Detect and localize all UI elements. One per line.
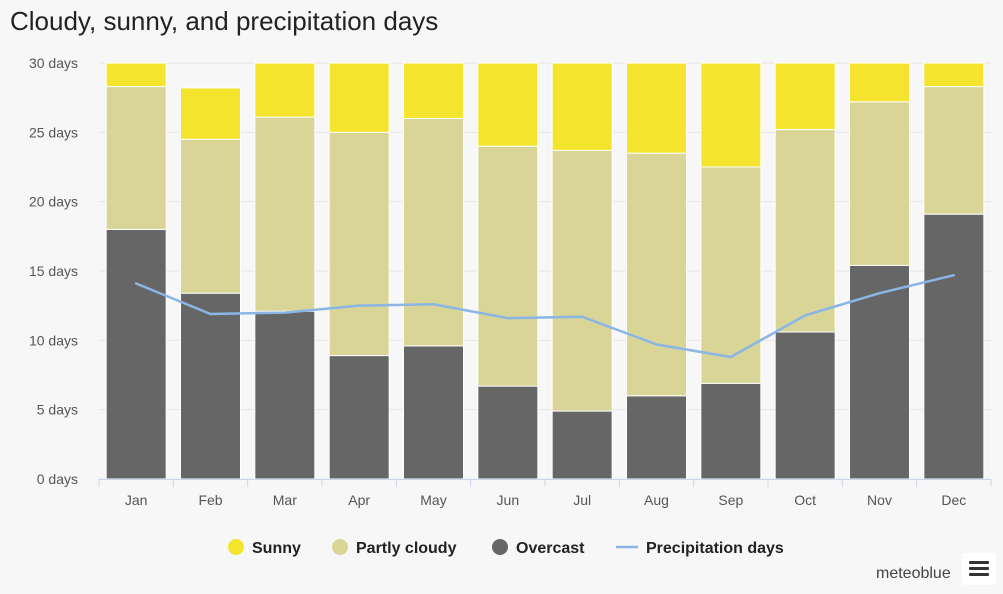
- x-tick-label: Sep: [718, 492, 743, 508]
- menu-icon-bar: [969, 573, 989, 576]
- x-tick-label: Jul: [573, 492, 591, 508]
- bar-partly-cloudy-oct: [774, 129, 836, 333]
- x-axis: [98, 479, 992, 487]
- legend-label: Precipitation days: [646, 540, 784, 557]
- x-tick-label: Oct: [794, 492, 816, 508]
- bar-partly-cloudy-apr: [328, 131, 390, 357]
- bar-overcast-sep: [700, 382, 762, 480]
- bar-overcast-mar: [254, 310, 316, 480]
- bar-overcast-jun: [477, 385, 539, 480]
- bar-sunny-jul: [551, 62, 613, 151]
- bar-partly-cloudy-mar: [254, 116, 316, 312]
- menu-icon-bar: [969, 567, 989, 570]
- bar-overcast-jan: [105, 228, 167, 480]
- y-tick-label: 0 days: [37, 471, 78, 487]
- bar-sunny-oct: [774, 62, 836, 131]
- legend-marker-icon: [492, 539, 508, 555]
- legend-item[interactable]: Sunny: [228, 539, 301, 557]
- bar-overcast-nov: [849, 264, 910, 480]
- chart-menu-button[interactable]: [962, 553, 996, 585]
- bar-sunny-nov: [849, 62, 910, 103]
- y-axis-ticks: 0 days 5 days 10 days 15 days 20 days 25 days…: [29, 55, 78, 487]
- y-tick-label: 10 days: [29, 332, 78, 348]
- bar-sunny-may: [403, 62, 464, 119]
- bar-sunny-jun: [477, 62, 539, 147]
- bar-overcast-jul: [551, 410, 613, 480]
- chart-title: Cloudy, sunny, and precipitation days: [10, 6, 439, 36]
- bar-sunny-apr: [328, 62, 390, 133]
- x-tick-label: Nov: [867, 492, 892, 508]
- x-tick-label: Apr: [348, 492, 370, 508]
- menu-icon-bar: [969, 561, 989, 564]
- bar-overcast-aug: [626, 395, 687, 480]
- x-axis-ticks: Jan Feb Mar Apr May Jun Jul Aug Sep Oct Nov Dec: [125, 492, 966, 508]
- bar-overcast-dec: [923, 213, 985, 480]
- x-tick-label: Feb: [198, 492, 222, 508]
- y-tick-label: 5 days: [37, 402, 78, 418]
- legend: Sunny Partly cloudy Overcast Precipitation …: [228, 539, 784, 557]
- x-tick-label: May: [420, 492, 446, 508]
- legend-label: Overcast: [516, 540, 585, 557]
- bar-partly-cloudy-jan: [105, 86, 167, 230]
- x-tick-label: Jan: [125, 492, 148, 508]
- bar-overcast-apr: [328, 355, 390, 480]
- precipitation-days-line: [134, 273, 956, 359]
- x-tick-label: Dec: [941, 492, 966, 508]
- x-tick-label: Aug: [644, 492, 669, 508]
- bar-partly-cloudy-aug: [626, 152, 687, 397]
- y-tick-label: 15 days: [29, 263, 78, 279]
- bar-sunny-feb: [180, 87, 241, 140]
- bar-sunny-dec: [923, 62, 985, 88]
- bar-partly-cloudy-feb: [180, 138, 241, 294]
- y-tick-label: 20 days: [29, 194, 78, 210]
- legend-marker-icon: [332, 539, 348, 555]
- credit-label[interactable]: meteoblue: [876, 565, 951, 582]
- bar-partly-cloudy-may: [403, 117, 464, 347]
- bar-partly-cloudy-jul: [551, 149, 613, 412]
- bar-sunny-mar: [254, 62, 316, 118]
- bars: [105, 62, 985, 480]
- y-tick-label: 30 days: [29, 55, 78, 71]
- legend-item[interactable]: Partly cloudy: [332, 539, 457, 557]
- bar-partly-cloudy-jun: [477, 145, 539, 387]
- bar-overcast-oct: [774, 331, 836, 480]
- legend-label: Partly cloudy: [356, 540, 457, 557]
- bar-partly-cloudy-sep: [700, 166, 762, 384]
- bar-partly-cloudy-dec: [923, 86, 985, 215]
- bar-overcast-feb: [180, 292, 241, 480]
- precipitation-line-layer: [134, 273, 956, 359]
- x-tick-label: Jun: [497, 492, 520, 508]
- x-tick-label: Mar: [273, 492, 297, 508]
- legend-label: Sunny: [252, 540, 301, 557]
- bar-sunny-jan: [105, 62, 167, 88]
- legend-marker-icon: [228, 539, 244, 555]
- y-tick-label: 25 days: [29, 124, 78, 140]
- legend-item[interactable]: Precipitation days: [616, 540, 784, 557]
- legend-item[interactable]: Overcast: [492, 539, 585, 557]
- bar-sunny-aug: [626, 62, 687, 154]
- bar-overcast-may: [403, 345, 464, 480]
- bar-sunny-sep: [700, 62, 762, 168]
- bar-partly-cloudy-nov: [849, 101, 910, 266]
